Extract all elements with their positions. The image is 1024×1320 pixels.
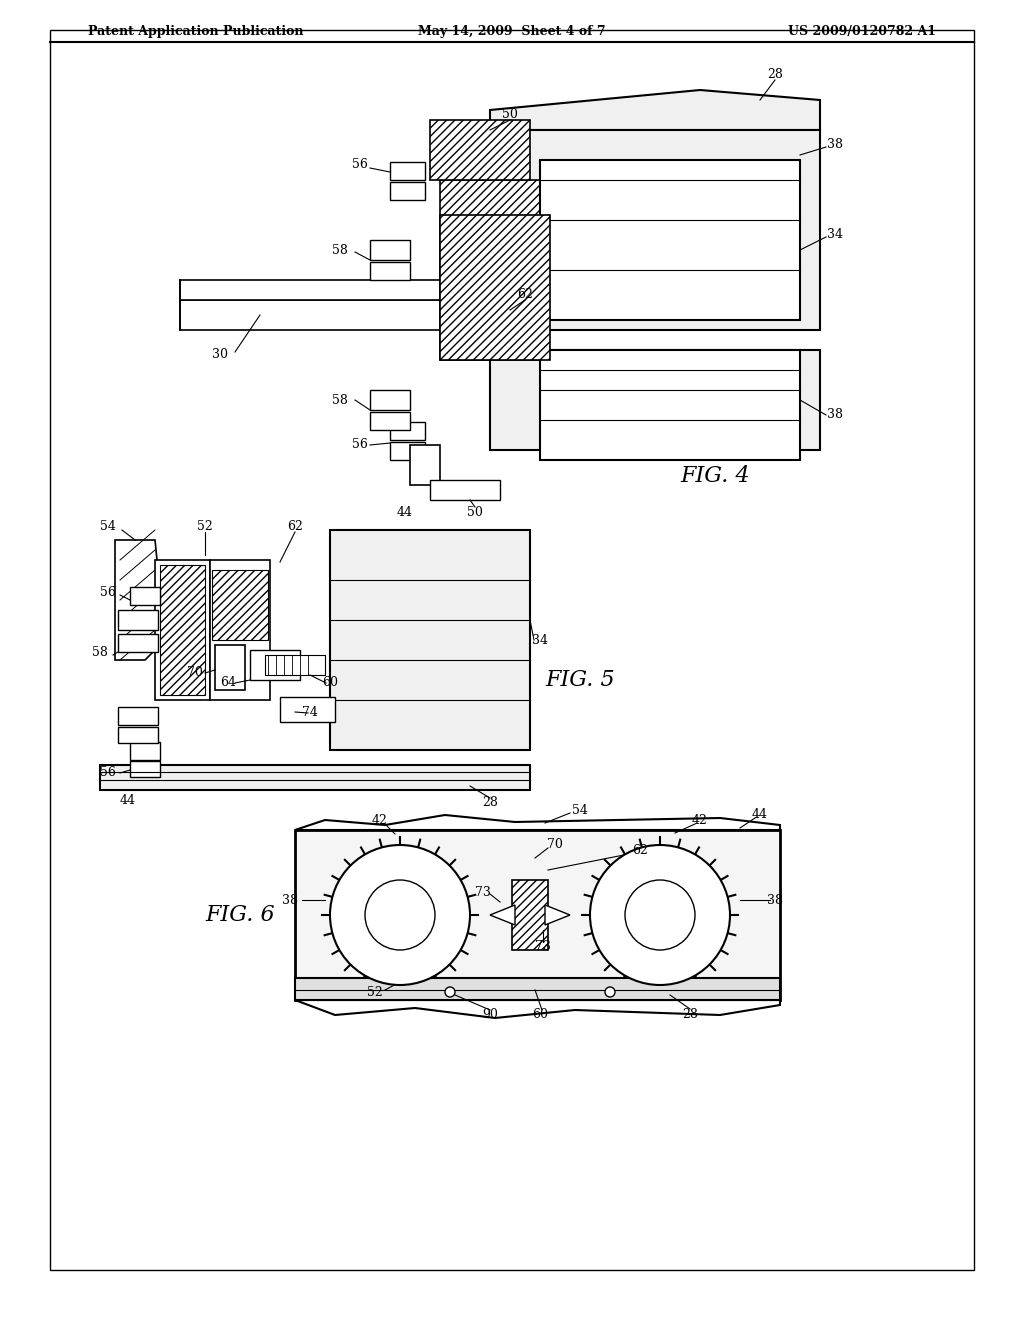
Text: 44: 44 [120, 793, 136, 807]
Circle shape [330, 845, 470, 985]
FancyBboxPatch shape [180, 280, 440, 300]
FancyBboxPatch shape [370, 240, 410, 260]
FancyBboxPatch shape [440, 180, 540, 360]
Text: 74: 74 [302, 705, 317, 718]
FancyBboxPatch shape [390, 182, 425, 201]
FancyBboxPatch shape [160, 565, 205, 696]
FancyBboxPatch shape [430, 120, 530, 180]
FancyBboxPatch shape [490, 129, 820, 330]
FancyBboxPatch shape [490, 350, 820, 450]
FancyBboxPatch shape [280, 697, 335, 722]
FancyBboxPatch shape [180, 300, 440, 330]
Circle shape [590, 845, 730, 985]
Text: 73: 73 [536, 940, 551, 953]
Polygon shape [115, 540, 165, 660]
Text: FIG. 4: FIG. 4 [680, 465, 750, 487]
Text: 62: 62 [517, 289, 532, 301]
Circle shape [365, 880, 435, 950]
Text: 28: 28 [682, 1008, 698, 1022]
FancyBboxPatch shape [410, 445, 440, 484]
Text: 56: 56 [352, 158, 368, 172]
Text: 50: 50 [502, 108, 518, 121]
Text: 58: 58 [332, 243, 348, 256]
FancyBboxPatch shape [540, 160, 800, 319]
Text: 52: 52 [368, 986, 383, 999]
FancyBboxPatch shape [390, 162, 425, 180]
FancyBboxPatch shape [130, 587, 160, 605]
FancyBboxPatch shape [330, 531, 530, 750]
Text: 44: 44 [752, 808, 768, 821]
FancyBboxPatch shape [155, 560, 210, 700]
Text: 70: 70 [187, 667, 203, 680]
FancyBboxPatch shape [118, 727, 158, 743]
Text: 38: 38 [282, 894, 298, 907]
FancyBboxPatch shape [370, 412, 410, 430]
Text: 38: 38 [827, 139, 843, 152]
FancyBboxPatch shape [215, 645, 245, 690]
FancyBboxPatch shape [118, 634, 158, 652]
Text: May 14, 2009  Sheet 4 of 7: May 14, 2009 Sheet 4 of 7 [418, 25, 606, 38]
Text: 54: 54 [572, 804, 588, 817]
Polygon shape [100, 766, 530, 789]
FancyBboxPatch shape [440, 215, 550, 360]
Text: 30: 30 [212, 348, 228, 362]
Polygon shape [490, 90, 820, 129]
FancyBboxPatch shape [212, 570, 268, 640]
Text: 28: 28 [767, 69, 783, 82]
Text: 44: 44 [397, 506, 413, 519]
Text: 38: 38 [827, 408, 843, 421]
FancyBboxPatch shape [295, 978, 780, 1001]
Text: 52: 52 [198, 520, 213, 533]
Text: Patent Application Publication: Patent Application Publication [88, 25, 303, 38]
Text: 60: 60 [532, 1008, 548, 1022]
Text: 34: 34 [827, 228, 843, 242]
FancyBboxPatch shape [390, 422, 425, 440]
Text: 28: 28 [482, 796, 498, 808]
Text: 60: 60 [322, 676, 338, 689]
Text: 90: 90 [482, 1008, 498, 1022]
FancyBboxPatch shape [430, 480, 500, 500]
Text: FIG. 6: FIG. 6 [205, 904, 274, 927]
FancyBboxPatch shape [130, 762, 160, 777]
FancyBboxPatch shape [370, 389, 410, 411]
Polygon shape [295, 1001, 780, 1018]
FancyBboxPatch shape [512, 880, 548, 950]
Polygon shape [545, 906, 570, 925]
Text: 50: 50 [467, 506, 483, 519]
Text: 62: 62 [632, 843, 648, 857]
FancyBboxPatch shape [265, 655, 325, 675]
FancyBboxPatch shape [390, 442, 425, 459]
Text: 70: 70 [547, 838, 563, 851]
FancyBboxPatch shape [210, 560, 270, 700]
Circle shape [605, 987, 615, 997]
Text: 56: 56 [352, 438, 368, 451]
Text: 58: 58 [332, 393, 348, 407]
Text: FIG. 5: FIG. 5 [545, 669, 614, 690]
FancyBboxPatch shape [250, 649, 300, 680]
Text: 34: 34 [532, 634, 548, 647]
Polygon shape [490, 906, 515, 925]
Text: 54: 54 [100, 520, 116, 533]
Text: 58: 58 [92, 647, 108, 660]
Text: 73: 73 [475, 886, 490, 899]
Text: 38: 38 [767, 894, 783, 907]
FancyBboxPatch shape [118, 708, 158, 725]
Polygon shape [295, 814, 780, 830]
Text: 64: 64 [220, 676, 236, 689]
Text: 56: 56 [100, 766, 116, 779]
FancyBboxPatch shape [130, 742, 160, 760]
Text: 42: 42 [372, 813, 388, 826]
FancyBboxPatch shape [540, 350, 800, 459]
Text: 56: 56 [100, 586, 116, 599]
Text: US 2009/0120782 A1: US 2009/0120782 A1 [788, 25, 936, 38]
Circle shape [445, 987, 455, 997]
Text: 42: 42 [692, 813, 708, 826]
FancyBboxPatch shape [295, 830, 780, 1001]
Circle shape [625, 880, 695, 950]
Text: 62: 62 [287, 520, 303, 533]
FancyBboxPatch shape [118, 610, 158, 630]
FancyBboxPatch shape [370, 261, 410, 280]
